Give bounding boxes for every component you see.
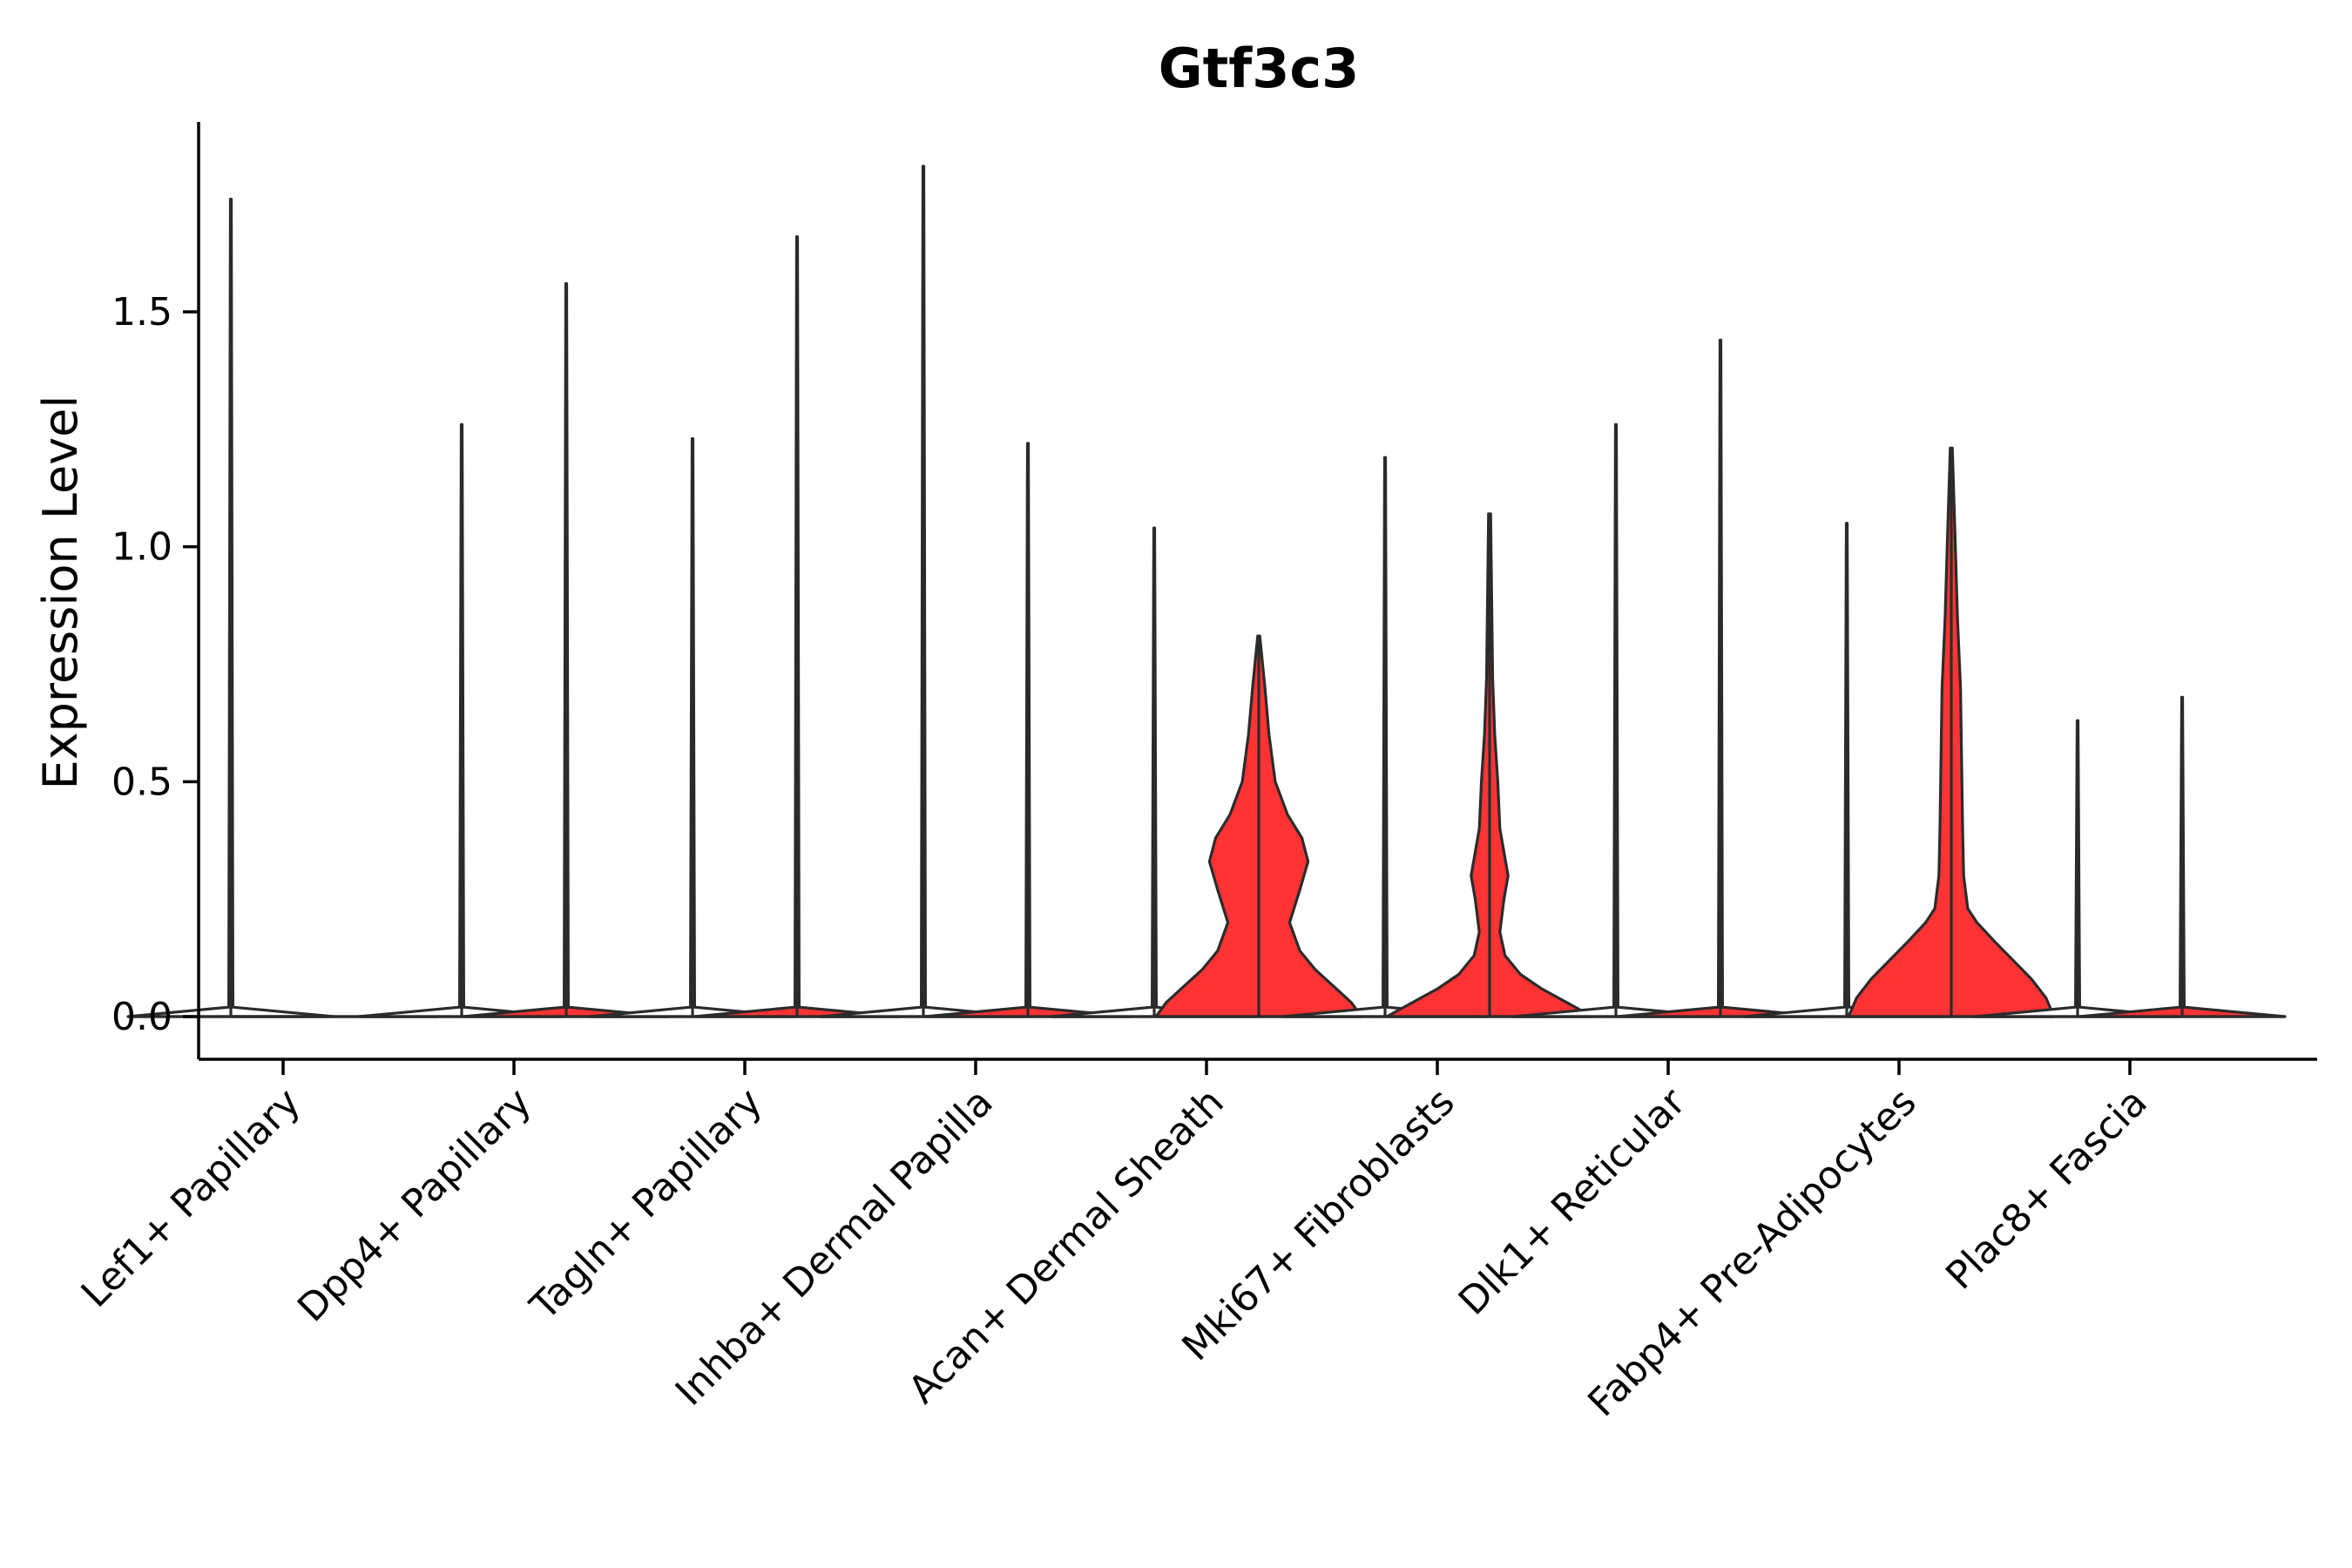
y-tick-label-1: 0.5 bbox=[112, 760, 172, 804]
y-tick-label-3: 1.5 bbox=[112, 290, 172, 335]
y-tick-label-0: 0.0 bbox=[112, 995, 172, 1039]
x-tick-label-2: Dpp4+ Papillary bbox=[289, 1080, 540, 1331]
x-tick-label-1: Lef1+ Papillary bbox=[73, 1080, 309, 1316]
x-tick-label-3: Tagln+ Papillary bbox=[522, 1080, 771, 1329]
chart-title: Gtf3c3 bbox=[1159, 37, 1360, 100]
x-tick-label-9: Plac8+ Fascia bbox=[1937, 1080, 2156, 1299]
y-tick-label-2: 1.0 bbox=[112, 525, 172, 570]
y-axis-label: Expression Level bbox=[33, 395, 88, 790]
x-tick-label-7: Dlk1+ Reticular bbox=[1450, 1079, 1695, 1324]
plot-area bbox=[126, 165, 2287, 1018]
